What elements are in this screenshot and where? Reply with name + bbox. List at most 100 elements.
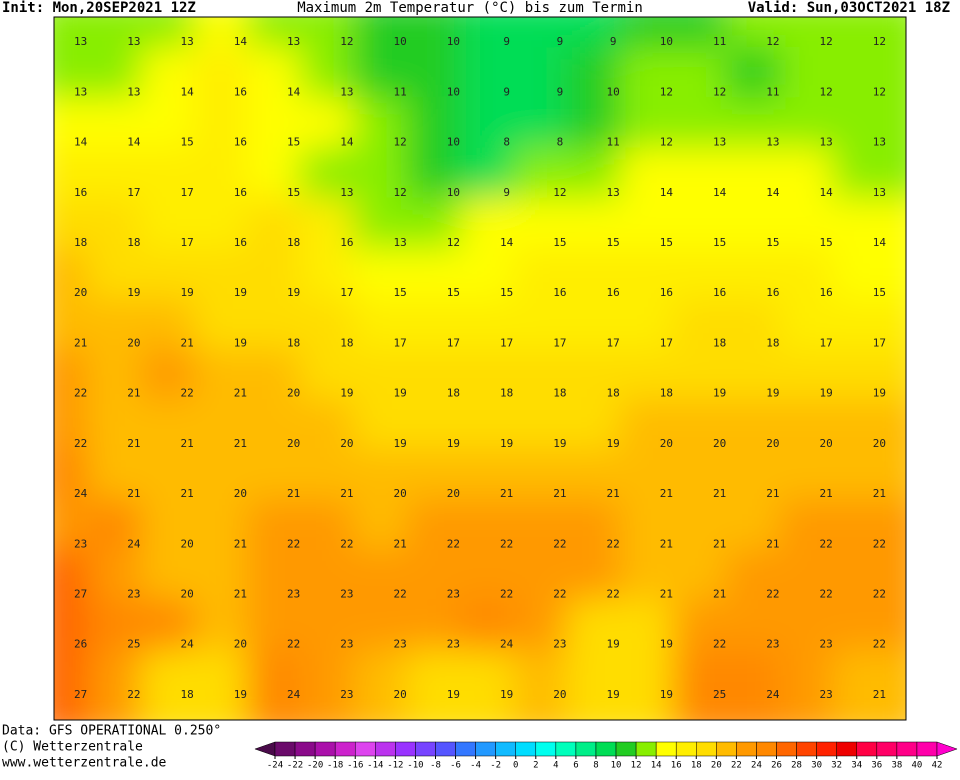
temperature-value: 22	[74, 437, 87, 450]
temperature-value: 17	[873, 336, 886, 349]
temperature-value: 17	[660, 336, 673, 349]
temperature-value: 18	[553, 387, 566, 400]
legend-swatch	[435, 741, 456, 757]
temperature-value: 21	[713, 587, 726, 600]
temperature-value: 25	[127, 638, 140, 651]
temperature-value: 21	[660, 537, 673, 550]
legend-label: 22	[731, 761, 742, 771]
legend-swatch	[415, 741, 436, 757]
temperature-value: 22	[713, 638, 726, 651]
legend-label: -4	[470, 761, 481, 771]
temperature-value: 16	[766, 286, 779, 299]
temperature-value: 18	[287, 336, 300, 349]
temperature-value: 21	[181, 487, 194, 500]
temperature-value: 14	[820, 186, 834, 199]
legend-swatch	[696, 741, 717, 757]
temperature-value: 12	[394, 136, 407, 149]
temperature-value: 19	[500, 437, 513, 450]
temperature-value: 24	[287, 688, 301, 701]
legend-swatch	[274, 741, 296, 757]
temperature-value: 18	[287, 236, 300, 249]
temperature-value: 22	[820, 587, 833, 600]
temperature-value: 24	[181, 638, 195, 651]
temperature-value: 20	[447, 487, 460, 500]
temperature-value: 21	[127, 387, 140, 400]
temperature-value: 19	[500, 688, 513, 701]
temperature-value: 10	[607, 85, 620, 98]
temperature-value: 20	[340, 437, 353, 450]
temperature-value: 16	[234, 236, 247, 249]
temperature-value: 12	[447, 236, 460, 249]
temperature-value: 23	[820, 688, 833, 701]
temperature-value: 9	[557, 35, 564, 48]
temperature-value: 21	[127, 487, 140, 500]
temperature-value: 22	[766, 587, 779, 600]
temperature-value: 23	[287, 587, 300, 600]
temperature-value: 17	[181, 186, 194, 199]
map-frame	[53, 16, 907, 721]
temperature-value: 14	[340, 136, 354, 149]
temperature-value: 23	[340, 638, 353, 651]
temperature-value: 19	[127, 286, 140, 299]
temperature-value: 24	[127, 537, 141, 550]
temperature-value: 22	[553, 537, 566, 550]
temperature-value: 23	[820, 638, 833, 651]
temperature-value: 22	[873, 587, 886, 600]
temperature-value: 14	[234, 35, 248, 48]
temperature-value: 21	[234, 387, 247, 400]
temperature-value: 24	[500, 638, 514, 651]
legend-label: 12	[631, 761, 642, 771]
temperature-value: 15	[394, 286, 407, 299]
legend-label: -12	[387, 761, 403, 771]
temperature-value: 11	[607, 136, 620, 149]
temperature-value: 16	[820, 286, 833, 299]
temperature-value: 14	[713, 186, 727, 199]
temperature-value: 16	[660, 286, 673, 299]
legend-label: -2	[490, 761, 501, 771]
legend-swatch	[916, 741, 938, 757]
temperature-value: 14	[873, 236, 887, 249]
temperature-value: 19	[181, 286, 194, 299]
temperature-value: 15	[181, 136, 194, 149]
map-field	[54, 17, 906, 720]
data-source: Data: GFS OPERATIONAL 0.250°	[2, 724, 221, 739]
legend-label: 26	[771, 761, 782, 771]
temperature-cell	[832, 649, 906, 720]
temperature-value: 13	[394, 236, 407, 249]
temperature-value: 21	[181, 336, 194, 349]
legend-label: 14	[651, 761, 662, 771]
temperature-value: 25	[713, 688, 726, 701]
temperature-value: 19	[447, 688, 460, 701]
legend-label: 40	[912, 761, 923, 771]
temperature-value: 13	[181, 35, 194, 48]
legend-swatch	[776, 741, 797, 757]
temperature-value: 26	[74, 638, 87, 651]
temperature-value: 15	[820, 236, 833, 249]
temperature-value: 23	[127, 587, 140, 600]
temperature-value: 14	[127, 136, 141, 149]
temperature-value: 23	[553, 638, 566, 651]
temperature-value: 17	[553, 336, 566, 349]
temperature-value: 15	[500, 286, 513, 299]
legend-arrow	[254, 741, 276, 757]
temperature-value: 20	[873, 437, 886, 450]
legend-swatch	[354, 741, 376, 757]
legend-swatch	[655, 741, 677, 757]
temperature-value: 18	[181, 688, 194, 701]
temperature-value: 21	[766, 537, 779, 550]
temperature-value: 22	[607, 587, 620, 600]
temperature-value: 20	[553, 688, 566, 701]
temperature-value: 22	[820, 537, 833, 550]
temperature-value: 22	[873, 537, 886, 550]
temperature-value: 18	[607, 387, 620, 400]
temperature-value: 22	[553, 587, 566, 600]
temperature-value: 19	[766, 387, 779, 400]
temperature-value: 23	[766, 638, 779, 651]
temperature-value: 21	[713, 487, 726, 500]
temperature-value: 17	[607, 336, 620, 349]
legend-swatch	[615, 741, 637, 757]
temperature-value: 12	[553, 186, 566, 199]
legend-label: 34	[851, 761, 862, 771]
temperature-value: 13	[340, 186, 353, 199]
